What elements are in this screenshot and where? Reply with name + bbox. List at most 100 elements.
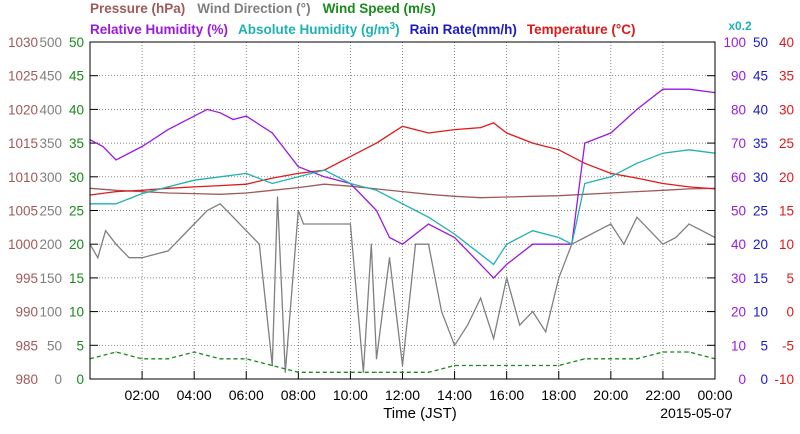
tick-label-temperature: 25	[779, 136, 794, 151]
legend-item: Absolute Humidity (g/m3)	[238, 21, 400, 37]
series-point-relative-humidity	[454, 233, 456, 235]
x-axis-label: Time (JST)	[383, 405, 457, 422]
tick-label-temperature: 20	[779, 170, 794, 185]
series-point-pressure	[141, 191, 143, 193]
series-point-wind-direction	[675, 236, 677, 239]
tick-label-pressure: 1000	[8, 237, 38, 252]
series-point-temperature	[219, 185, 221, 187]
series-point-wind-speed	[506, 364, 508, 367]
series-point-relative-humidity	[388, 236, 391, 239]
series-point-relative-humidity	[506, 263, 508, 265]
tick-label-wind-speed: 5	[76, 338, 84, 353]
tick-label-wind-direction: 400	[39, 102, 62, 117]
series-point-wind-direction	[636, 216, 638, 218]
tick-label-wind-speed: 25	[69, 204, 84, 219]
series-point-wind-speed	[532, 364, 534, 367]
series-point-relative-humidity	[493, 263, 495, 265]
tick-label-rain-rate: 20	[753, 237, 768, 252]
tick-label-relative-humidity: 90	[731, 69, 746, 84]
series-point-wind-direction	[662, 243, 664, 245]
series-point-temperature	[454, 129, 456, 131]
series-point-relative-humidity	[558, 243, 560, 245]
series-point-relative-humidity	[245, 172, 247, 174]
series-point-pressure	[375, 188, 378, 190]
series-point-relative-humidity	[532, 243, 534, 245]
tick-label-pressure: 1020	[8, 102, 38, 117]
series-point-relative-humidity	[506, 243, 508, 245]
series-point-relative-humidity	[427, 223, 430, 225]
series-point-relative-humidity	[193, 179, 195, 181]
series-point-wind-direction	[375, 358, 378, 360]
series-point-wind-direction	[480, 297, 482, 299]
x-tick-label: 00:00	[697, 387, 732, 403]
tick-label-rain-rate: 40	[753, 102, 768, 117]
series-point-temperature	[493, 122, 495, 124]
series-point-relative-humidity	[662, 88, 664, 90]
series-point-pressure	[219, 193, 221, 195]
series-point-relative-humidity	[167, 129, 169, 131]
series-point-wind-direction	[610, 223, 612, 225]
data-series	[89, 88, 716, 373]
series-point-temperature	[584, 162, 586, 164]
series-point-temperature	[558, 149, 560, 151]
series-point-temperature	[193, 186, 195, 188]
tick-label-pressure: 990	[15, 305, 38, 320]
series-point-relative-humidity	[636, 162, 638, 164]
series-point-wind-speed	[584, 358, 586, 360]
series-point-relative-humidity	[493, 277, 495, 279]
tick-label-wind-speed: 45	[69, 69, 84, 84]
series-point-pressure	[193, 193, 195, 195]
series-point-relative-humidity	[558, 236, 560, 239]
series-point-relative-humidity	[219, 112, 221, 114]
series-point-wind-speed	[349, 371, 351, 373]
legend-item: Relative Humidity (%)	[90, 22, 228, 37]
series-point-wind-speed	[610, 358, 612, 360]
series-point-wind-direction	[245, 230, 247, 232]
series-point-wind-direction	[454, 344, 456, 346]
series-point-pressure	[401, 191, 404, 193]
series-point-temperature	[167, 187, 169, 189]
series-point-wind-direction	[519, 324, 521, 326]
tick-label-wind-direction: 200	[39, 237, 62, 252]
tick-label-relative-humidity: 30	[731, 271, 746, 286]
legend-item: Pressure (hPa)	[90, 1, 185, 16]
series-point-wind-speed	[219, 358, 221, 360]
series-point-temperature	[401, 125, 404, 127]
series-point-relative-humidity	[584, 142, 586, 144]
series-point-pressure	[349, 185, 351, 187]
axes: 1030102510201015101010051000995990985980…	[8, 35, 794, 403]
series-point-pressure	[584, 193, 586, 195]
tick-label-wind-speed: 35	[69, 136, 84, 151]
series-point-temperature	[688, 186, 690, 188]
tick-label-pressure: 1025	[8, 69, 38, 84]
tick-label-rain-rate: 45	[753, 69, 768, 84]
series-point-wind-direction	[128, 257, 130, 259]
tick-label-wind-direction: 50	[47, 338, 62, 353]
tick-label-temperature: -10	[774, 372, 794, 387]
series-point-temperature	[375, 142, 378, 144]
series-point-relative-humidity	[297, 176, 299, 178]
series-point-wind-direction	[219, 203, 221, 205]
tick-label-wind-direction: 150	[39, 271, 62, 286]
series-point-temperature	[245, 183, 247, 185]
series-point-wind-direction	[232, 216, 234, 218]
series-point-pressure	[532, 195, 534, 197]
series-point-relative-humidity	[480, 263, 482, 265]
series-point-relative-humidity	[323, 176, 325, 178]
tick-label-temperature: 30	[779, 102, 794, 117]
series-point-wind-direction	[180, 236, 182, 239]
tick-label-rain-rate: 5	[760, 338, 768, 353]
series-point-wind-speed	[454, 364, 456, 367]
series-point-relative-humidity	[688, 149, 690, 151]
series-line-temperature	[89, 122, 716, 196]
x-tick-label: 20:00	[593, 387, 628, 403]
series-point-relative-humidity	[115, 159, 117, 161]
grid-lines	[90, 42, 715, 379]
series-point-relative-humidity	[297, 166, 299, 168]
tick-label-relative-humidity: 70	[731, 136, 746, 151]
tick-label-pressure: 1015	[8, 136, 38, 151]
series-point-wind-direction	[401, 364, 404, 367]
series-point-relative-humidity	[427, 216, 430, 218]
tick-label-wind-direction: 450	[39, 69, 62, 84]
series-point-relative-humidity	[401, 203, 404, 205]
